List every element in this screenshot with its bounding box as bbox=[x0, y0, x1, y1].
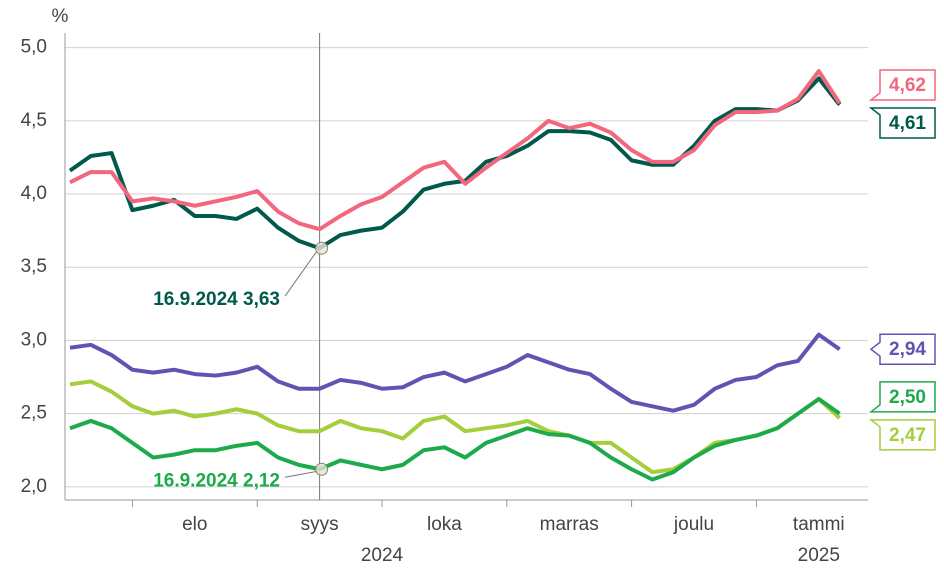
end-label-box bbox=[869, 333, 936, 365]
end-label-box bbox=[868, 107, 936, 139]
annotation: 16.9.2024 2,12 bbox=[153, 470, 280, 491]
y-tick-label: 3,0 bbox=[21, 329, 47, 350]
series-line bbox=[69, 379, 841, 475]
series-line bbox=[69, 396, 841, 482]
x-tick-label: joulu bbox=[673, 514, 714, 535]
annotation-marker bbox=[315, 462, 329, 476]
y-axis-label: % bbox=[52, 6, 69, 27]
end-label-box bbox=[868, 419, 936, 451]
y-tick-label: 2,5 bbox=[21, 403, 47, 424]
x-tick-label: elo bbox=[182, 514, 207, 535]
x-tick-label: marras bbox=[540, 514, 599, 535]
annotation: 16.9.2024 3,63 bbox=[153, 289, 280, 310]
y-tick-label: 4,5 bbox=[21, 110, 47, 131]
x-tick-label: syys bbox=[301, 514, 339, 535]
x-tick-label: loka bbox=[427, 514, 462, 535]
end-label-box bbox=[868, 69, 936, 101]
end-label: 2,47 bbox=[889, 425, 926, 446]
x-tick-label: tammi bbox=[793, 514, 845, 535]
end-label-box bbox=[868, 381, 936, 413]
series-line bbox=[69, 69, 842, 232]
y-tick-label: 3,5 bbox=[21, 256, 47, 277]
year-label: 2025 bbox=[798, 545, 840, 566]
annotation-marker bbox=[315, 241, 329, 255]
end-label: 2,94 bbox=[889, 339, 926, 360]
y-tick-label: 5,0 bbox=[21, 37, 47, 58]
year-label: 2024 bbox=[361, 545, 404, 566]
y-tick-label: 4,0 bbox=[21, 183, 47, 204]
annotation-leader bbox=[284, 249, 319, 297]
series-line bbox=[69, 332, 841, 413]
end-label: 4,61 bbox=[889, 113, 926, 134]
series-line bbox=[68, 76, 842, 251]
end-label: 2,50 bbox=[889, 387, 926, 408]
annotation-leader bbox=[284, 470, 318, 478]
end-label: 4,62 bbox=[889, 75, 926, 96]
y-tick-label: 2,0 bbox=[21, 476, 47, 497]
